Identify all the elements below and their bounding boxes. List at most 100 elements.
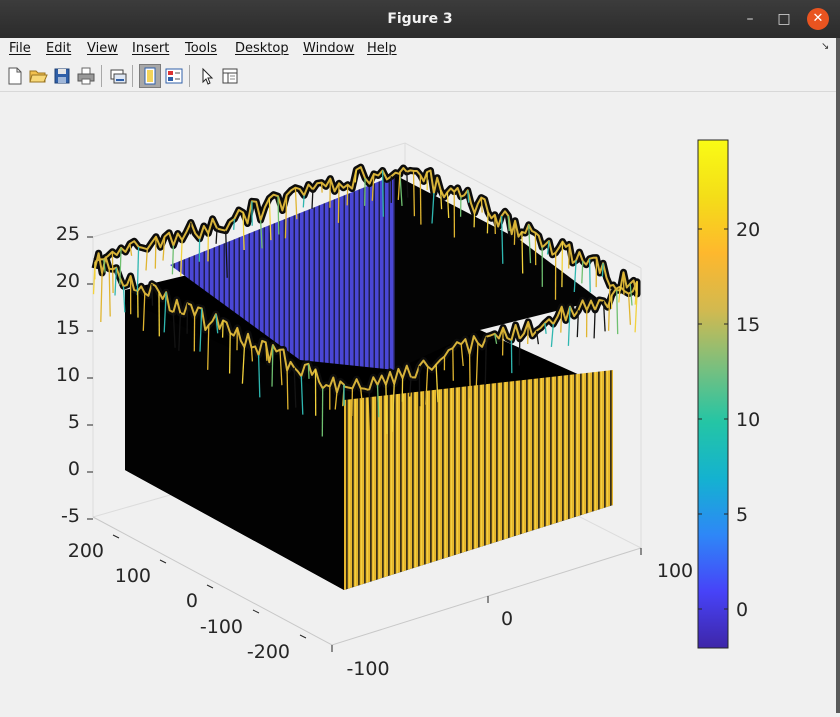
save-icon[interactable] [52,66,72,86]
show-plot-tools-icon[interactable] [164,66,184,86]
colorbar-tick-label: 0 [736,599,748,621]
surface-spike [528,322,529,344]
surface-plot[interactable]: 25 20 15 10 5 0 -5 200 100 0 -100 -200 -… [2,92,836,713]
surface-spike [414,171,415,216]
surface-spike [308,364,309,379]
surface-spike [481,198,482,213]
colorbar-tick-label: 10 [736,409,760,431]
colorbar-tick-label: 15 [736,314,760,336]
open-file-icon[interactable] [28,66,48,86]
surface-spike [629,294,631,325]
surface-spike [609,286,610,331]
surface-spike [508,216,509,231]
surface-spike [420,175,421,225]
surface-spike [347,185,348,206]
toolbar-separator [189,65,190,87]
y-tick-label: -100 [200,616,243,638]
surface-spike [322,183,323,193]
toolbar-separator [132,65,133,87]
z-tick-label: 20 [56,270,80,292]
colorbar[interactable]: 20 15 10 5 0 [698,140,760,648]
z-tick-label: 0 [68,458,80,480]
menu-edit[interactable]: Edit [46,41,71,56]
x-tick-label: -100 [346,658,389,680]
colorbar-tick-labels: 20 15 10 5 0 [736,219,760,621]
minimize-icon[interactable]: – [740,9,760,29]
menu-help[interactable]: Help [367,41,397,56]
z-tick-label: 5 [68,411,80,433]
surface-spike [470,354,471,399]
surface-spike [101,273,102,322]
z-axis-ticks: 25 20 15 10 5 0 -5 [56,223,80,527]
print-icon[interactable] [76,66,96,86]
surface-spike [617,290,618,334]
surface-spike [562,242,563,288]
surface-spike [594,310,595,339]
new-figure-icon[interactable] [5,66,25,86]
surface-front-right-wall [344,370,613,590]
figure-canvas: 25 20 15 10 5 0 -5 200 100 0 -100 -200 -… [2,92,836,713]
toolbar [0,61,840,92]
surface-spike [352,388,353,416]
z-axis-tick-marks [87,237,93,519]
toolbar-separator [101,65,102,87]
surface-spike [295,188,296,220]
surface-spike [519,339,520,366]
surface-spike [383,171,384,217]
dock-arrow-icon[interactable]: ↘ [821,41,829,52]
surface-mesh [94,167,638,590]
maximize-icon[interactable]: □ [774,9,794,29]
y-tick-label: 200 [68,540,104,562]
surface-spike [223,320,224,337]
surface-spike [602,263,603,277]
z-tick-label: 15 [56,317,80,339]
surface-spike [561,307,562,333]
surface-spike [487,212,488,233]
surface-spike [338,183,339,223]
surface-spike [152,284,153,306]
link-plot-icon[interactable] [108,66,128,86]
window-title: Figure 3 [0,0,840,38]
open-property-inspector-icon[interactable] [220,66,240,86]
z-tick-label: 10 [56,364,80,386]
surface-spike [495,215,496,234]
title-bar: Figure 3 – □ ✕ [0,0,840,38]
y-axis-ticks: 200 100 0 -100 -200 [68,540,290,663]
surface-spike [312,190,313,209]
surface-spike [569,244,570,268]
window-edge [836,38,840,713]
z-tick-label: 25 [56,223,80,245]
menu-desktop[interactable]: Desktop [235,41,289,56]
surface-spike [287,371,288,410]
colorbar-tick-label: 20 [736,219,760,241]
x-tick-label: 100 [657,560,693,582]
surface-spike [172,246,173,275]
menu-file[interactable]: File [9,41,31,56]
surface-spike [453,348,454,381]
surface-spike [234,219,235,230]
close-icon[interactable]: ✕ [807,8,829,30]
surface-spike [109,269,110,317]
surface-spike [124,286,125,312]
surface-spike [522,232,523,274]
surface-spike [503,328,504,356]
surface-spike [590,259,591,293]
surface-spike [551,324,553,347]
menu-view[interactable]: View [87,41,118,56]
menu-tools[interactable]: Tools [185,41,217,56]
surface-spike [112,252,113,293]
surface-spike [272,345,273,387]
y-tick-label: 0 [186,590,198,612]
edit-plot-icon[interactable] [197,66,217,86]
menu-insert[interactable]: Insert [132,41,169,56]
surface-spike [278,196,279,234]
x-tick-label: 0 [501,608,513,630]
surface-spike [216,229,217,244]
y-tick-label: 100 [115,565,151,587]
y-tick-label: -200 [247,641,290,663]
menu-window[interactable]: Window [303,41,354,56]
surface-spike [155,237,156,269]
colorbar-tick-label: 5 [736,504,748,526]
surface-spike [252,348,253,362]
hide-plot-tools-icon[interactable] [139,64,161,88]
